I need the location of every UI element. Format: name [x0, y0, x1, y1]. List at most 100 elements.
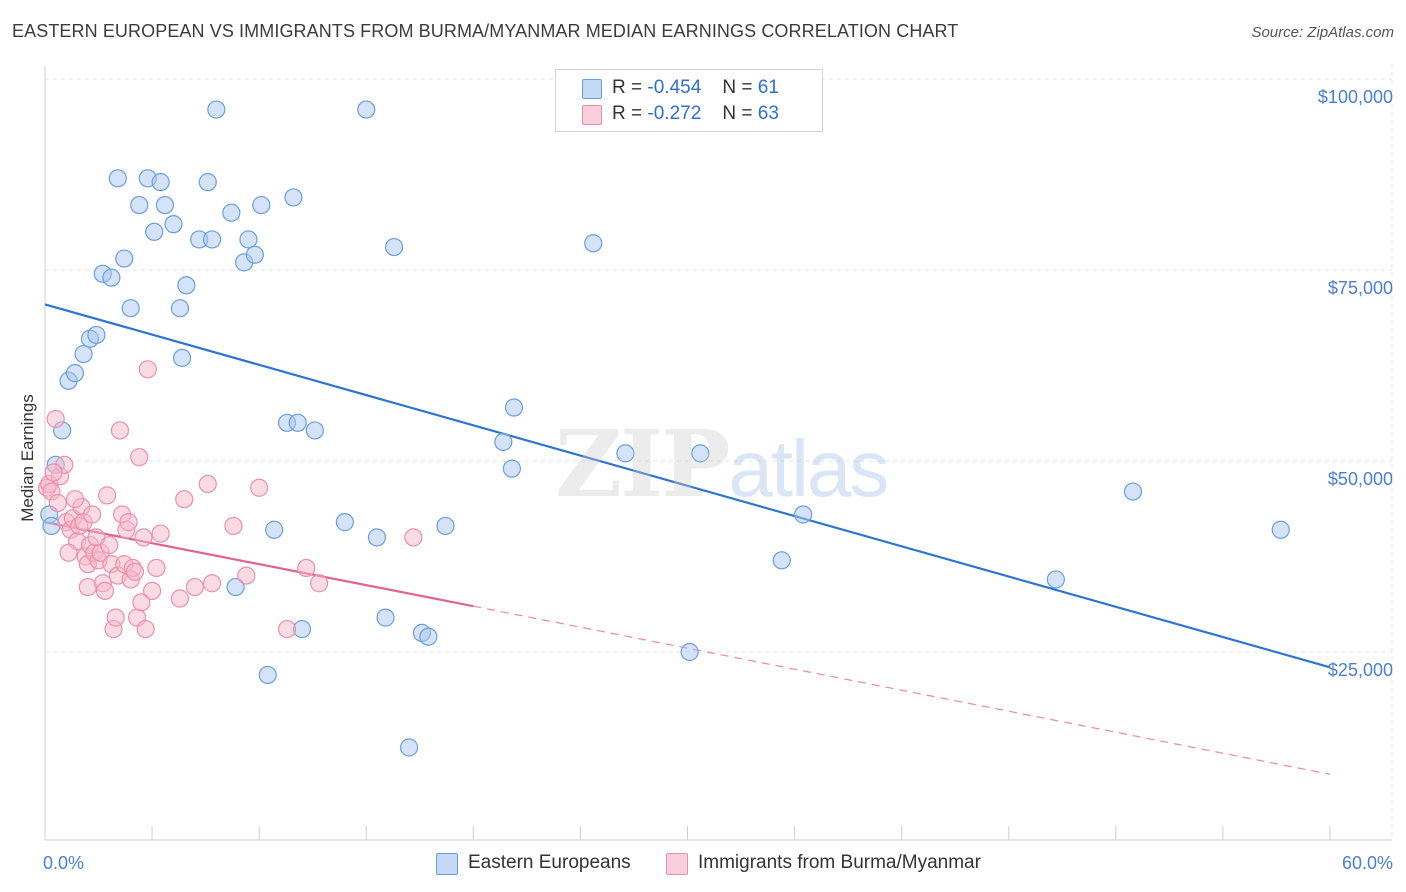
point-burma-myanmar — [310, 574, 329, 593]
point-burma-myanmar — [59, 543, 78, 562]
point-eastern-european — [198, 173, 217, 192]
point-eastern-european — [772, 551, 791, 570]
legend-n-value: 63 — [757, 103, 779, 124]
source-credit: Source: ZipAtlas.com — [1251, 24, 1394, 41]
point-eastern-european — [494, 432, 513, 451]
point-burma-myanmar — [65, 490, 85, 509]
point-eastern-european — [170, 299, 190, 318]
trend-line-dashed-1 — [473, 605, 1331, 775]
point-burma-myanmar — [136, 619, 155, 639]
point-eastern-european — [245, 245, 264, 264]
point-eastern-european — [1271, 520, 1290, 539]
trend-line-1 — [44, 521, 474, 608]
point-burma-myanmar — [83, 505, 102, 524]
legend-r-label: R = — [612, 77, 643, 98]
point-burma-myanmar — [142, 581, 162, 600]
point-eastern-european — [436, 516, 455, 536]
data-points — [38, 100, 1290, 757]
point-eastern-european — [288, 413, 307, 432]
point-eastern-european — [155, 195, 175, 215]
point-burma-myanmar — [151, 524, 170, 543]
point-eastern-european — [502, 459, 521, 478]
legend-r-value: -0.454 — [647, 77, 702, 98]
point-eastern-european — [376, 608, 395, 627]
legend-n-value: 61 — [757, 77, 779, 98]
point-burma-myanmar — [198, 474, 217, 494]
point-eastern-european — [399, 738, 419, 757]
point-eastern-european — [130, 195, 149, 215]
point-burma-myanmar — [170, 589, 190, 608]
point-eastern-european — [42, 516, 61, 536]
point-eastern-european — [384, 237, 404, 257]
y-tick-label: $100,000 — [1318, 87, 1393, 107]
point-eastern-european — [151, 173, 170, 192]
point-eastern-european — [357, 100, 376, 119]
point-burma-myanmar — [44, 463, 63, 482]
point-burma-myanmar — [130, 448, 149, 467]
legend-r-value: -0.272 — [647, 103, 702, 124]
point-burma-myanmar — [175, 490, 194, 509]
point-eastern-european — [367, 528, 387, 547]
bottom-legend-label: Immigrants from Burma/Myanmar — [698, 852, 981, 873]
point-eastern-european — [74, 344, 93, 364]
point-eastern-european — [222, 203, 241, 222]
point-eastern-european — [202, 230, 222, 249]
y-tick-label: $75,000 — [1328, 278, 1393, 298]
bottom-legend-swatch-blue — [436, 853, 458, 875]
bottom-legend-swatch-pink — [666, 853, 688, 875]
point-burma-myanmar — [250, 478, 269, 497]
point-burma-myanmar — [119, 513, 138, 532]
legend-r-label: R = — [612, 103, 643, 124]
point-eastern-european — [1123, 482, 1143, 501]
stats-legend: R = -0.454 N = 61 R = -0.272 N = 63 — [555, 69, 823, 132]
legend-swatch-blue — [582, 79, 602, 99]
point-eastern-european — [419, 627, 438, 646]
point-eastern-european — [258, 665, 277, 685]
point-burma-myanmar — [100, 535, 119, 555]
axes — [44, 66, 1392, 841]
point-burma-myanmar — [48, 493, 67, 513]
point-burma-myanmar — [106, 608, 125, 627]
point-eastern-european — [65, 364, 85, 383]
point-burma-myanmar — [404, 528, 423, 547]
point-eastern-european — [87, 325, 106, 345]
point-eastern-european — [265, 520, 284, 539]
point-burma-myanmar — [98, 486, 117, 505]
point-burma-myanmar — [46, 409, 65, 429]
point-eastern-european — [164, 215, 183, 234]
point-eastern-european — [172, 348, 192, 367]
point-eastern-european — [504, 398, 524, 417]
point-eastern-european — [252, 195, 271, 215]
point-eastern-european — [305, 421, 324, 440]
point-eastern-european — [616, 444, 635, 463]
point-eastern-european — [794, 505, 813, 524]
point-burma-myanmar — [237, 566, 256, 585]
chart-title: EASTERN EUROPEAN VS IMMIGRANTS FROM BURM… — [12, 21, 959, 41]
point-eastern-european — [177, 276, 196, 295]
bottom-legend-label: Eastern Europeans — [468, 852, 631, 873]
point-burma-myanmar — [78, 577, 97, 597]
legend-swatch-pink — [582, 105, 602, 125]
y-tick-labels: $25,000 $50,000 $75,000 $100,000 — [1318, 87, 1393, 680]
watermark: ZIPatlas — [555, 410, 889, 518]
point-burma-myanmar — [95, 581, 115, 600]
legend-n-label: N = — [722, 77, 753, 98]
x-tick-label-max: 60.0% — [1342, 853, 1393, 873]
point-eastern-european — [284, 188, 303, 207]
point-burma-myanmar — [147, 558, 166, 578]
point-burma-myanmar — [224, 516, 243, 536]
point-eastern-european — [121, 299, 140, 318]
point-burma-myanmar — [138, 360, 157, 379]
watermark-zip: ZIP — [555, 410, 730, 518]
legend-n-label: N = — [722, 103, 753, 124]
point-eastern-european — [207, 100, 226, 119]
point-eastern-european — [102, 268, 121, 287]
point-eastern-european — [335, 513, 354, 532]
point-eastern-european — [145, 222, 164, 241]
point-burma-myanmar — [132, 593, 151, 612]
point-eastern-european — [691, 444, 710, 463]
point-eastern-european — [108, 169, 127, 188]
point-eastern-european — [680, 642, 699, 662]
point-burma-myanmar — [134, 528, 153, 547]
